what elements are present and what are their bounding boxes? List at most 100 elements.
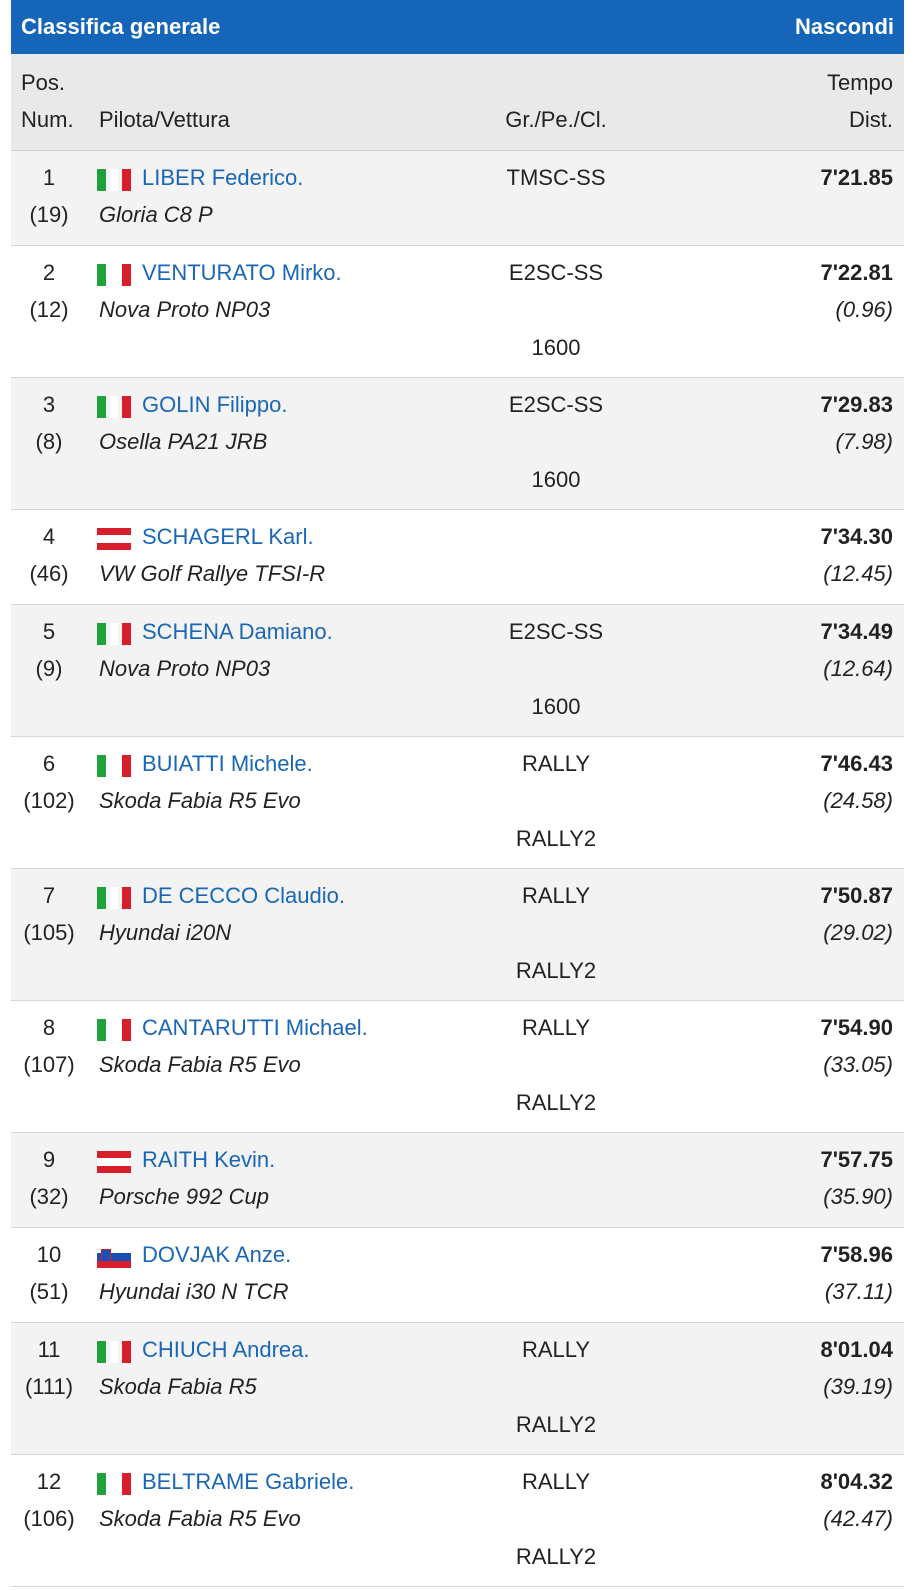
driver-name-link[interactable]: CHIUCH Andrea.	[142, 1337, 310, 1362]
position: 7	[42, 883, 56, 908]
class-label: RALLY2	[515, 1090, 597, 1115]
class-label: RALLY2	[515, 1412, 597, 1437]
time-value: 7'50.87	[820, 883, 893, 908]
table-row[interactable]: 2 (12) VENTURATO Mirko. Nova Proto NP03 E2SC…	[11, 246, 904, 378]
driver-name-link[interactable]: SCHENA Damiano.	[142, 619, 333, 644]
car-model: Skoda Fabia R5 Evo	[99, 1506, 301, 1531]
class-label: RALLY2	[515, 826, 597, 851]
driver-name-link[interactable]: SCHAGERL Karl.	[142, 524, 314, 549]
driver-name-link[interactable]: BELTRAME Gabriele.	[142, 1469, 355, 1494]
car-number: (9)	[35, 656, 63, 681]
driver-name-link[interactable]: CANTARUTTI Michael.	[142, 1015, 368, 1040]
class-label: 1600	[531, 335, 581, 360]
slovenia-flag-icon	[97, 1246, 131, 1268]
class-label: 1600	[531, 467, 581, 492]
italy-flag-icon	[97, 623, 132, 645]
car-number: (19)	[29, 202, 69, 227]
car-model: Skoda Fabia R5 Evo	[99, 1052, 301, 1077]
table-row[interactable]: 6 (102) BUIATTI Michele. Skoda Fabia R5 Evo…	[11, 737, 904, 869]
driver-name-link[interactable]: LIBER Federico.	[142, 165, 304, 190]
time-value: 8'04.32	[820, 1469, 893, 1494]
class-label: RALLY2	[515, 958, 597, 983]
col-dist: Dist.	[849, 107, 893, 132]
time-value: 7'21.85	[820, 165, 893, 190]
gap-value: (24.58)	[823, 788, 893, 813]
col-num: Num.	[21, 107, 74, 132]
gap-value: (29.02)	[823, 920, 893, 945]
car-number: (32)	[29, 1184, 69, 1209]
car-model: Hyundai i30 N TCR	[99, 1279, 289, 1304]
group-label: E2SC-SS	[508, 260, 604, 285]
position: 3	[42, 392, 56, 417]
car-model: Hyundai i20N	[99, 920, 232, 945]
gap-value: (12.64)	[823, 656, 893, 681]
position: 4	[42, 524, 56, 549]
gap-value: (12.45)	[823, 561, 893, 586]
italy-flag-icon	[97, 169, 132, 191]
car-model: Nova Proto NP03	[99, 297, 271, 322]
time-value: 7'34.49	[820, 619, 893, 644]
car-model: Skoda Fabia R5 Evo	[99, 788, 301, 813]
italy-flag-icon	[97, 755, 132, 777]
table-row[interactable]: 10 (51) DOVJAK Anze. Hyundai i30 N TCR 7'58.…	[11, 1228, 904, 1323]
car-number: (51)	[29, 1279, 69, 1304]
time-value: 7'34.30	[820, 524, 893, 549]
table-row[interactable]: 8 (107) CANTARUTTI Michael. Skoda Fabia R5 …	[11, 1001, 904, 1133]
time-value: 7'57.75	[820, 1147, 893, 1172]
driver-name-link[interactable]: DOVJAK Anze.	[142, 1242, 292, 1267]
car-number: (111)	[24, 1374, 74, 1399]
austria-flag-icon	[97, 1151, 131, 1173]
car-number: (105)	[23, 920, 75, 945]
car-number: (8)	[35, 429, 63, 454]
table-row[interactable]: 3 (8) GOLIN Filippo. Osella PA21 JRB E2SC-SS…	[11, 378, 904, 510]
driver-name-link[interactable]: VENTURATO Mirko.	[142, 260, 342, 285]
table-header: Pos. Num. Pilota/Vettura Gr./Pe./Cl. Tem…	[11, 54, 904, 151]
table-row[interactable]: 4 (46) SCHAGERL Karl. VW Golf Rallye TFSI-R…	[11, 510, 904, 605]
italy-flag-icon	[97, 887, 132, 909]
standings-title: Classifica generale	[21, 14, 221, 39]
austria-flag-icon	[97, 528, 131, 550]
gap-value: (33.05)	[823, 1052, 893, 1077]
italy-flag-icon	[97, 1473, 132, 1495]
car-model: Osella PA21 JRB	[99, 429, 268, 454]
class-label: RALLY2	[515, 1544, 597, 1569]
italy-flag-icon	[97, 396, 132, 418]
gap-value: (7.98)	[835, 429, 893, 454]
table-row[interactable]: 12 (106) BELTRAME Gabriele. Skoda Fabia R5 …	[11, 1455, 904, 1587]
table-row[interactable]: 11 (111) CHIUCH Andrea. Skoda Fabia R5 RALLY…	[11, 1323, 904, 1455]
gap-value: (42.47)	[823, 1506, 893, 1531]
position: 9	[42, 1147, 56, 1172]
group-label: E2SC-SS	[508, 619, 604, 644]
time-value: 7'46.43	[820, 751, 893, 776]
position: 12	[36, 1469, 62, 1494]
gap-value: (35.90)	[823, 1184, 893, 1209]
time-value: 7'29.83	[820, 392, 893, 417]
standings-table-body: 1 (19) LIBER Federico. Gloria C8 P TMSC-SS 7'…	[11, 151, 904, 1587]
group-label: RALLY	[521, 1337, 591, 1362]
hide-toggle-button[interactable]: Nascondi	[794, 14, 894, 39]
car-model: Porsche 992 Cup	[99, 1184, 269, 1209]
table-row[interactable]: 1 (19) LIBER Federico. Gloria C8 P TMSC-SS 7'…	[11, 151, 904, 246]
driver-name-link[interactable]: RAITH Kevin.	[142, 1147, 276, 1172]
col-pos: Pos.	[21, 70, 66, 95]
table-row[interactable]: 7 (105) DE CECCO Claudio. Hyundai i20N RALLY…	[11, 869, 904, 1001]
driver-name-link[interactable]: BUIATTI Michele.	[142, 751, 313, 776]
col-driver: Pilota/Vettura	[99, 107, 230, 132]
gap-value: (39.19)	[823, 1374, 893, 1399]
position: 10	[36, 1242, 62, 1267]
gap-value: (0.96)	[835, 297, 893, 322]
group-label: RALLY	[521, 883, 591, 908]
time-value: 7'22.81	[820, 260, 893, 285]
col-time: Tempo	[826, 70, 893, 95]
table-row[interactable]: 5 (9) SCHENA Damiano. Nova Proto NP03 E2SC-S…	[11, 605, 904, 737]
time-value: 8'01.04	[820, 1337, 893, 1362]
car-model: Nova Proto NP03	[99, 656, 271, 681]
table-row[interactable]: 9 (32) RAITH Kevin. Porsche 992 Cup 7'57.75 (…	[11, 1133, 904, 1228]
car-model: VW Golf Rallye TFSI-R	[99, 561, 326, 586]
time-value: 7'58.96	[820, 1242, 893, 1267]
italy-flag-icon	[97, 1019, 132, 1041]
class-label: 1600	[531, 694, 581, 719]
position: 6	[42, 751, 56, 776]
driver-name-link[interactable]: GOLIN Filippo.	[142, 392, 288, 417]
driver-name-link[interactable]: DE CECCO Claudio.	[142, 883, 345, 908]
